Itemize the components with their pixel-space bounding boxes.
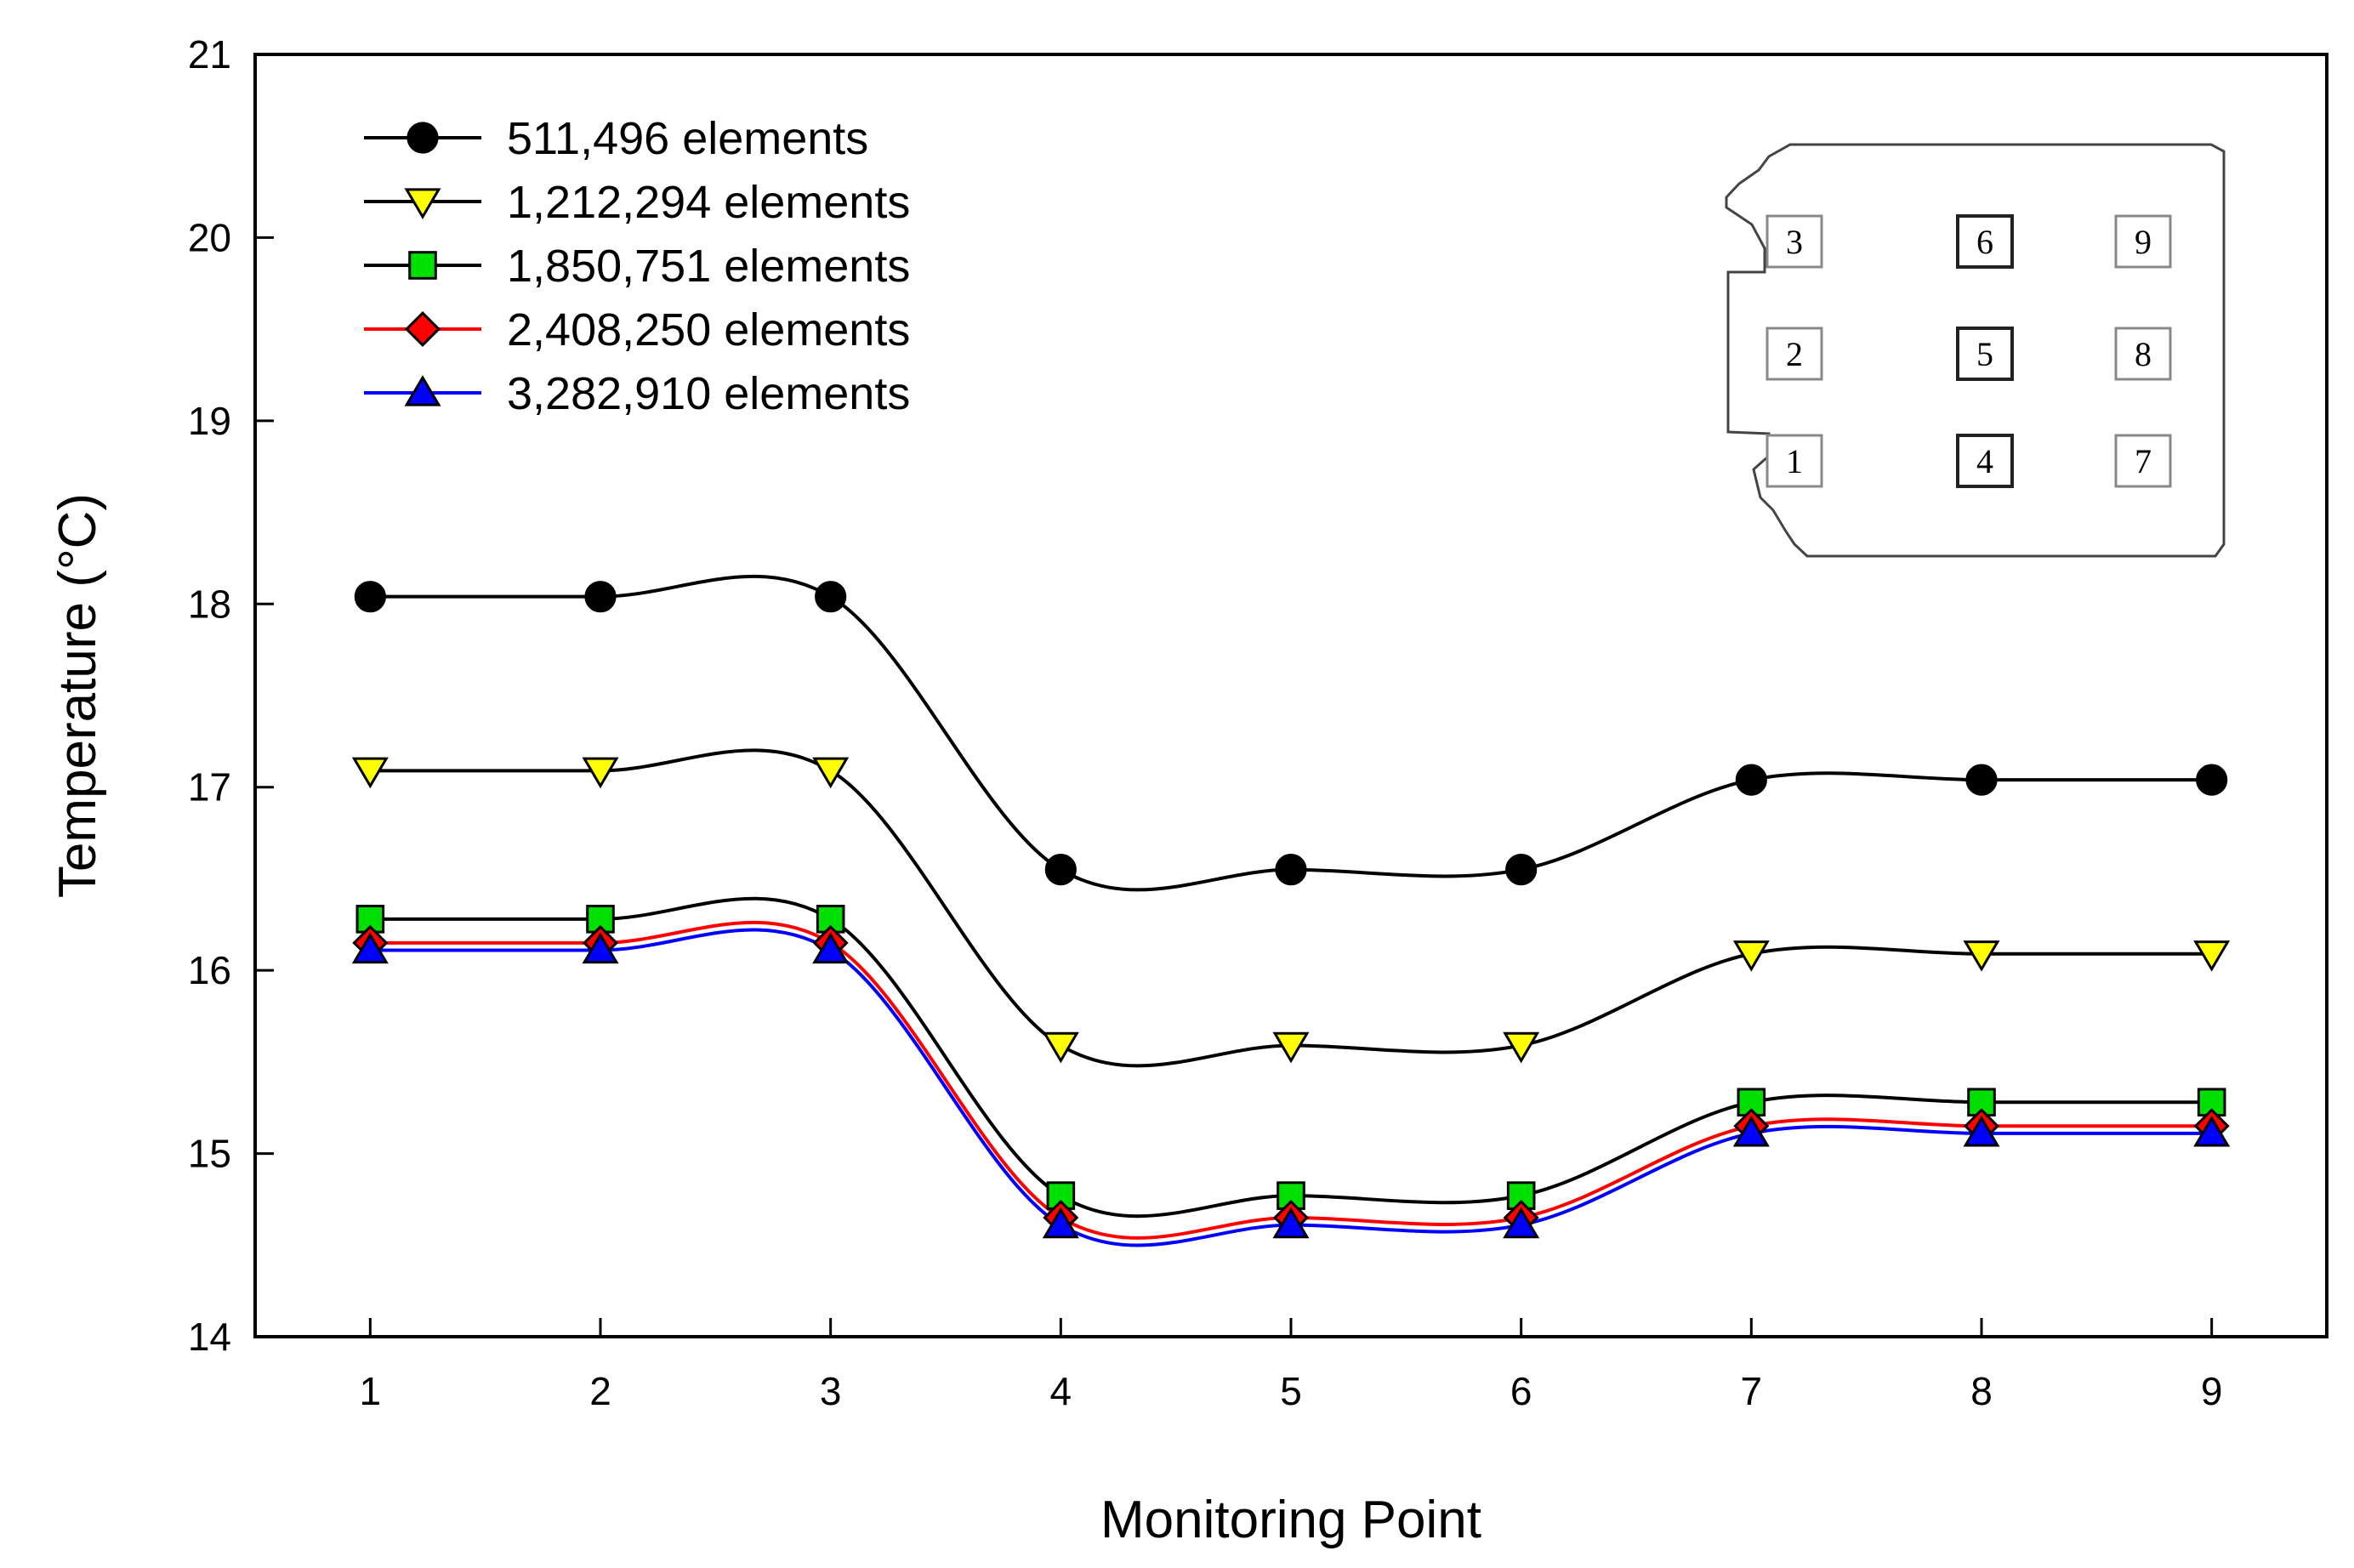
inset-point-box bbox=[2114, 214, 2172, 269]
legend-label: 2,408,250 elements bbox=[507, 304, 910, 355]
inset-point-box bbox=[2114, 434, 2172, 488]
legend-label: 1,212,294 elements bbox=[507, 177, 910, 228]
y-tick-labels: 14 15 16 17 18 19 20 21 bbox=[188, 32, 231, 1359]
data-point-series-5 bbox=[1732, 1115, 1770, 1147]
data-point-series-5 bbox=[1503, 1207, 1540, 1239]
series-line-5 bbox=[370, 928, 2212, 1247]
legend-label: 1,850,751 elements bbox=[507, 241, 910, 292]
data-point-series-1 bbox=[815, 581, 847, 613]
inset-boxes: 3 6 9 2 5 8 1 4 7 bbox=[1766, 214, 2172, 488]
data-point-series-1 bbox=[1735, 764, 1767, 796]
inset-point-box bbox=[1766, 327, 1823, 381]
data-point-series-1 bbox=[584, 581, 617, 613]
inset-point-box bbox=[1956, 327, 2014, 381]
monitoring-point-layout-inset: 3 6 9 2 5 8 1 4 7 bbox=[1725, 143, 2226, 558]
data-point-series-2 bbox=[1272, 1031, 1310, 1064]
data-point-series-2 bbox=[351, 757, 389, 789]
inset-point-label: 5 bbox=[1976, 335, 1993, 373]
inset-point-label: 8 bbox=[2135, 335, 2152, 373]
axis-ticks bbox=[255, 53, 2214, 1338]
y-tick-label: 20 bbox=[188, 215, 231, 259]
inset-point-label: 1 bbox=[1786, 442, 1803, 480]
data-point-series-2 bbox=[1732, 940, 1770, 972]
series-line-1 bbox=[370, 574, 2212, 892]
legend-marker bbox=[404, 310, 441, 348]
data-point-series-2 bbox=[1963, 940, 2000, 972]
inset-point-box bbox=[1766, 434, 1823, 488]
x-tick-label: 9 bbox=[2201, 1369, 2223, 1413]
inset-point-box bbox=[1956, 214, 2014, 269]
data-point-series-2 bbox=[812, 757, 850, 789]
data-point-series-5 bbox=[1042, 1207, 1079, 1239]
data-point-series-5 bbox=[582, 932, 619, 964]
x-tick-labels: 1 2 3 4 5 6 7 8 9 bbox=[360, 1369, 2223, 1413]
y-tick-label: 18 bbox=[188, 582, 231, 626]
x-tick-label: 4 bbox=[1050, 1369, 1072, 1413]
inset-point-box bbox=[1956, 434, 2014, 488]
x-tick-label: 3 bbox=[820, 1369, 842, 1413]
y-tick-label: 17 bbox=[188, 765, 231, 810]
x-tick-label: 5 bbox=[1280, 1369, 1302, 1413]
data-point-series-1 bbox=[354, 581, 386, 613]
y-tick-label: 21 bbox=[188, 32, 231, 77]
x-tick-label: 6 bbox=[1510, 1369, 1532, 1413]
inset-point-box bbox=[1766, 214, 1823, 269]
legend-marker bbox=[408, 251, 437, 280]
inset-point-label: 2 bbox=[1786, 335, 1803, 373]
data-point-series-1 bbox=[1275, 854, 1307, 886]
data-point-series-2 bbox=[1042, 1031, 1079, 1064]
series-markers bbox=[351, 581, 2231, 1239]
inset-point-box bbox=[2114, 327, 2172, 381]
data-point-series-1 bbox=[1965, 764, 1998, 796]
data-point-series-5 bbox=[2193, 1115, 2231, 1147]
y-tick-label: 14 bbox=[188, 1315, 231, 1359]
inset-point-label: 3 bbox=[1786, 223, 1803, 261]
inset-point-label: 9 bbox=[2135, 223, 2152, 261]
y-tick-label: 19 bbox=[188, 399, 231, 443]
inset-point-label: 4 bbox=[1976, 442, 1993, 480]
data-point-series-5 bbox=[812, 932, 850, 964]
legend-marker bbox=[404, 375, 441, 406]
data-point-series-2 bbox=[1503, 1031, 1540, 1064]
series-line-3 bbox=[370, 896, 2212, 1219]
y-axis-title: Temperature (°C) bbox=[48, 493, 107, 898]
x-tick-label: 2 bbox=[589, 1369, 611, 1413]
legend: 511,496 elements 1,212,294 elements 1,850,… bbox=[364, 113, 910, 419]
legend-marker bbox=[407, 122, 439, 154]
inset-point-label: 6 bbox=[1976, 223, 1993, 261]
data-point-series-2 bbox=[2193, 940, 2231, 972]
data-point-series-5 bbox=[1963, 1115, 2000, 1147]
data-point-series-5 bbox=[1272, 1207, 1310, 1239]
x-tick-label: 1 bbox=[360, 1369, 382, 1413]
legend-marker bbox=[404, 188, 441, 219]
series-lines bbox=[370, 574, 2212, 1247]
data-point-series-2 bbox=[582, 757, 619, 789]
data-point-series-5 bbox=[351, 932, 389, 964]
data-point-series-3 bbox=[2197, 1088, 2226, 1117]
data-point-series-1 bbox=[1505, 854, 1538, 886]
legend-label: 3,282,910 elements bbox=[507, 368, 910, 419]
data-point-series-1 bbox=[1044, 854, 1077, 886]
data-point-series-1 bbox=[2196, 764, 2228, 796]
series-line-2 bbox=[370, 748, 2212, 1068]
y-tick-label: 16 bbox=[188, 948, 231, 992]
x-axis-title: Monitoring Point bbox=[1100, 1491, 1481, 1549]
x-tick-label: 7 bbox=[1741, 1369, 1763, 1413]
x-tick-label: 8 bbox=[1970, 1369, 1993, 1413]
inset-point-label: 7 bbox=[2135, 442, 2152, 480]
y-tick-label: 15 bbox=[188, 1132, 231, 1176]
legend-label: 511,496 elements bbox=[507, 113, 868, 164]
series-line-4 bbox=[370, 920, 2212, 1240]
